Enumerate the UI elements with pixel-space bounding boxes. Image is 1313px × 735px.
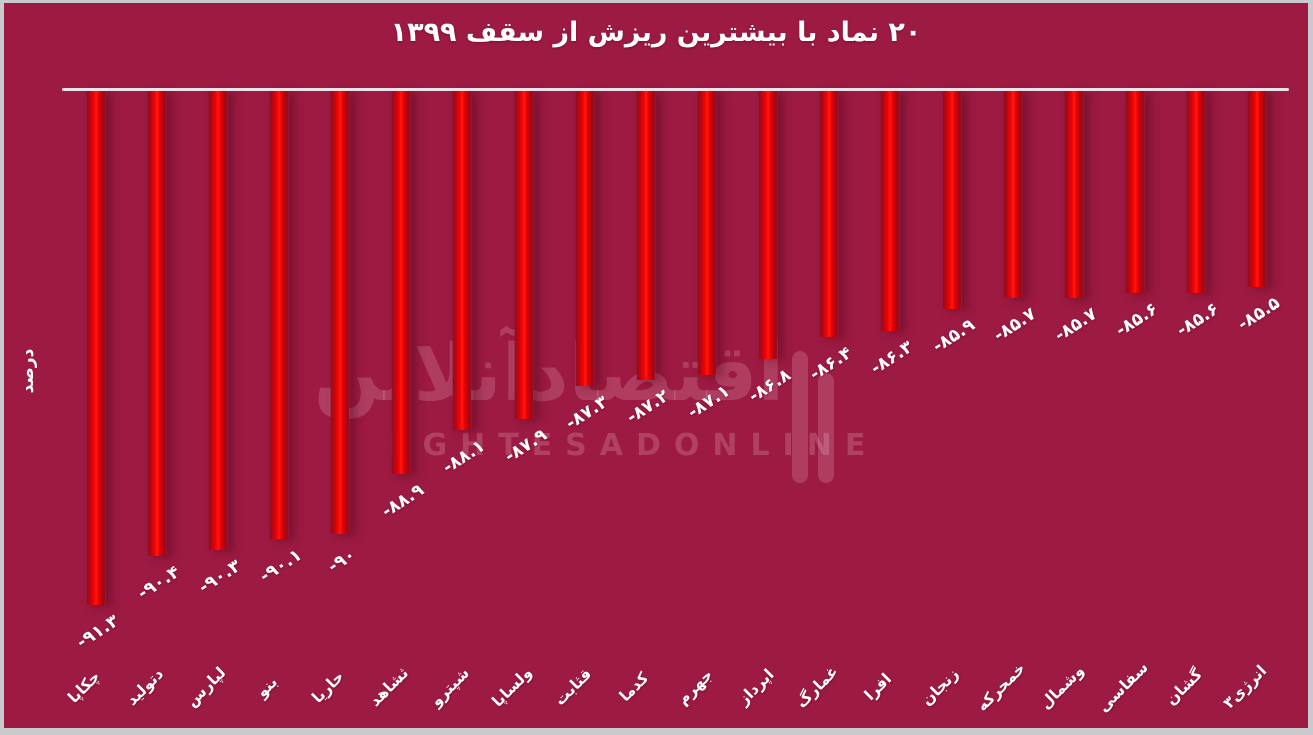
category-label: شپترو <box>427 663 474 711</box>
bar <box>452 90 473 430</box>
bar-value-label: -۸۸.۹ <box>378 480 428 522</box>
bar <box>391 90 412 474</box>
bar-value-label: -۸۶.۳ <box>867 337 918 379</box>
category-label: زنجان <box>917 664 962 710</box>
bar <box>697 90 717 375</box>
bar <box>1063 90 1084 298</box>
top-axis-line <box>62 88 1289 91</box>
category-label: خمحرکه <box>972 659 1029 715</box>
bar-value-label: -۸۵.۷ <box>1051 304 1101 346</box>
bar-value-label: -۸۷.۹ <box>500 425 551 467</box>
watermark: اقتصادآنلاین EGHTESADONLINE <box>4 3 1308 728</box>
bar <box>819 90 840 337</box>
category-label: حاریا <box>308 667 348 707</box>
bar <box>635 90 656 380</box>
chart-area: ۲۰ نماد با بیشترین ریزش از سقف ۱۳۹۹ درصد… <box>4 3 1308 728</box>
category-label: سفاسی <box>1094 658 1152 716</box>
bar-value-label: -۹۰.۱ <box>256 545 306 587</box>
bar <box>146 90 167 556</box>
bar-value-label: -۸۶.۴ <box>806 343 857 385</box>
bar-value-label: -۸۷.۳ <box>561 392 612 434</box>
bar <box>330 90 351 534</box>
category-label: جهرم <box>673 665 717 709</box>
bar <box>880 90 901 331</box>
bar-value-label: -۹۰.۳ <box>195 556 245 598</box>
category-label: بنو <box>252 672 282 702</box>
category-label: دتولید <box>122 664 167 710</box>
bar-value-label: -۹۱.۳ <box>72 611 123 653</box>
bar <box>1002 90 1023 298</box>
category-label: ثشاهد <box>366 663 413 711</box>
bar-value-label: -۹۰ <box>324 544 360 578</box>
bar <box>268 90 289 539</box>
bar <box>941 90 962 309</box>
bar-value-label: -۸۶.۸ <box>745 365 795 407</box>
bar <box>1186 90 1207 293</box>
category-label: انرژی۳ <box>1220 661 1271 713</box>
category-label: وشمال <box>1036 661 1088 713</box>
category-label: گشان <box>1162 665 1207 709</box>
bar-value-label: -۸۵.۷ <box>990 304 1040 346</box>
category-label: قثابت <box>550 664 595 710</box>
bar <box>513 90 534 419</box>
bar-value-label: -۸۵.۶ <box>1173 299 1223 341</box>
y-axis-label: درصد <box>18 348 38 394</box>
category-label: لپارس <box>182 663 230 711</box>
bar-value-label: -۸۷.۱ <box>684 381 734 423</box>
bar <box>574 90 595 386</box>
bar-value-label: -۹۰.۴ <box>133 562 184 604</box>
bar-value-label: -۸۷.۲ <box>623 386 673 428</box>
category-label: اپرداز <box>734 665 778 709</box>
bar-value-label: -۸۵.۶ <box>1112 299 1162 341</box>
bar-value-label: -۸۵.۹ <box>928 315 979 357</box>
bar-value-label: -۸۸.۱ <box>439 436 490 478</box>
bar-value-label: -۸۵.۵ <box>1234 293 1285 335</box>
bar <box>1247 90 1268 287</box>
bar <box>85 90 106 605</box>
watermark-logo-bar <box>818 373 834 483</box>
chart-title: ۲۰ نماد با بیشترین ریزش از سقف ۱۳۹۹ <box>390 17 922 48</box>
category-label: افرا <box>861 669 896 705</box>
watermark-logo-bar <box>792 351 808 483</box>
bar <box>758 90 779 359</box>
category-label: چکاپا <box>63 667 104 707</box>
category-label: غمارگ <box>792 662 842 712</box>
category-label: ولساپا <box>487 663 536 711</box>
bar <box>1125 90 1146 293</box>
bar <box>207 90 228 550</box>
category-label: کدما <box>615 668 653 706</box>
